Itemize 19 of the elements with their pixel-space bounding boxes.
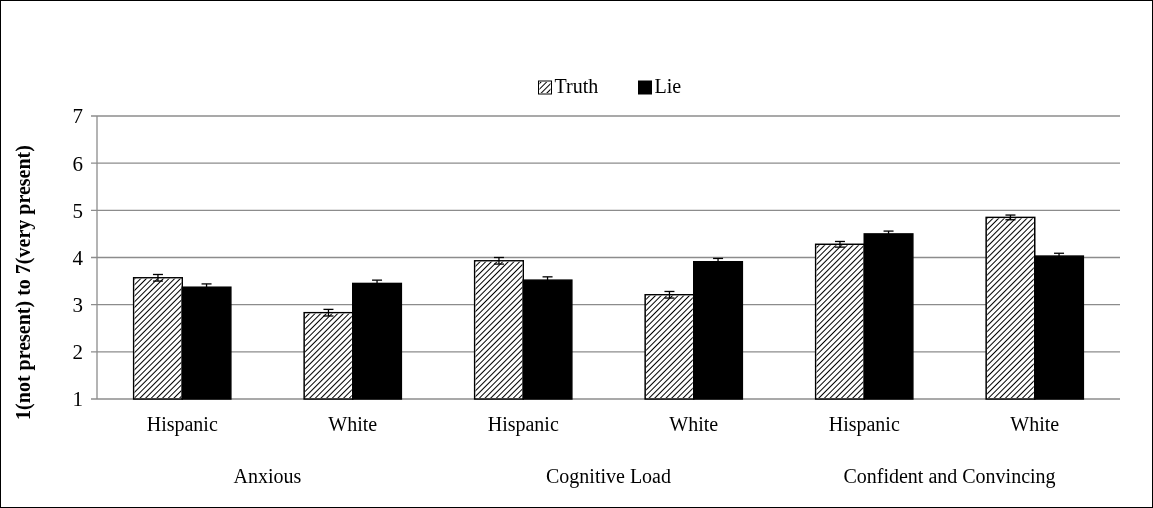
y-axis-title: 1(not present) to 7(very present) [12, 145, 35, 420]
legend-label: Lie [654, 75, 682, 97]
x-tick-label: Hispanic [487, 413, 559, 436]
y-tick-label: 1 [72, 387, 83, 412]
x-tick-label: White [328, 413, 378, 435]
y-tick-label: 4 [72, 245, 84, 270]
y-tick-label: 7 [72, 104, 83, 129]
x-tick-label: White [669, 413, 719, 435]
x-tick-label: Hispanic [828, 413, 900, 436]
y-tick-label: 5 [72, 198, 83, 223]
legend-label: Truth [554, 75, 599, 97]
y-tick-label: 3 [72, 293, 83, 318]
text: Cognitive Load [546, 465, 671, 488]
y-tick-label: 6 [72, 151, 83, 176]
text: Anxious [233, 465, 302, 487]
text: Confident and Convincing [843, 465, 1056, 488]
x-tick-label: Hispanic [146, 413, 218, 436]
y-tick-label: 2 [72, 340, 83, 365]
x-tick-label: White [1010, 413, 1060, 435]
